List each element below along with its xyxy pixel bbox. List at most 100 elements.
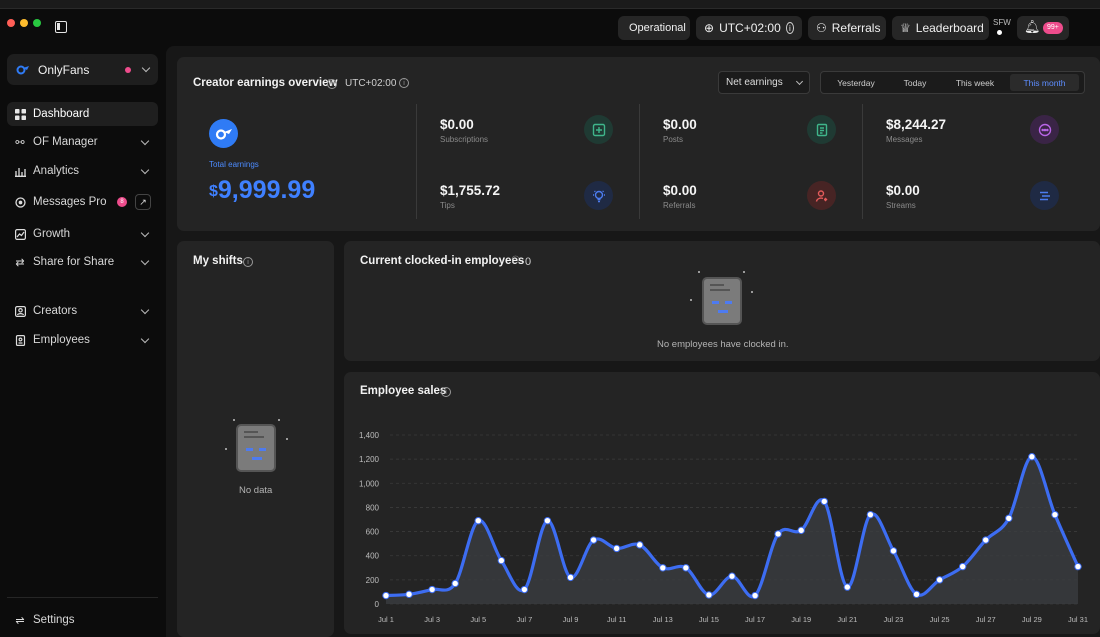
x-tick-label: Jul 21 (837, 615, 857, 624)
subscription-icon (584, 115, 613, 144)
total-earnings-label: Total earnings (209, 160, 259, 169)
sidebar-item-label: Messages Pro (33, 196, 107, 208)
trophy-icon: ♕ (900, 21, 911, 35)
minimize-window-button[interactable] (20, 19, 28, 27)
y-tick-label: 400 (366, 552, 380, 561)
data-point (428, 585, 436, 594)
sidebar-item-messages-pro[interactable]: Messages Pro 8 ↗ (7, 190, 158, 214)
data-point (982, 536, 990, 544)
share-icon: ⇄ (15, 256, 25, 269)
empty-document-icon (236, 424, 276, 472)
leaderboard-button[interactable]: ♕ Leaderboard (892, 16, 989, 40)
x-tick-label: Jul 25 (930, 615, 950, 624)
top-bar: Operational ⊕ UTC+02:00 i ⚇ Referrals ♕ … (0, 0, 1100, 46)
info-icon[interactable]: i (399, 78, 409, 88)
streams-label: Streams (886, 201, 916, 210)
data-point (474, 517, 482, 525)
divider (862, 104, 863, 219)
sidebar-item-label: OF Manager (33, 136, 98, 148)
badge-icon (14, 334, 26, 346)
users-icon: ⚇ (511, 255, 520, 266)
sidebar-item-employees[interactable]: Employees (7, 328, 158, 352)
x-tick-label: Jul 15 (699, 615, 719, 624)
select-value: Net earnings (726, 77, 783, 88)
sidebar-item-dashboard[interactable]: Dashboard (7, 102, 158, 126)
y-tick-label: 800 (366, 503, 380, 512)
data-point (728, 572, 736, 580)
divider (639, 104, 640, 219)
data-point (751, 591, 759, 600)
sidebar-toggle-icon[interactable] (55, 21, 67, 33)
employee-sales-title: Employee sales (360, 385, 447, 397)
range-this-week[interactable]: This week (955, 77, 995, 88)
data-point (382, 591, 390, 600)
status-label: Operational (629, 22, 686, 34)
sidebar-item-label: Analytics (33, 165, 80, 177)
status-badge[interactable]: Operational (618, 16, 690, 40)
sidebar-item-label: Creators (33, 305, 78, 317)
external-link-icon[interactable]: ↗ (135, 194, 151, 210)
sidebar-item-analytics[interactable]: Analytics (7, 159, 158, 183)
info-icon[interactable]: i (327, 79, 337, 89)
info-icon[interactable]: i (243, 257, 253, 267)
chevron-down-icon (141, 63, 151, 73)
data-point (520, 585, 529, 594)
sidebar-item-of-manager[interactable]: ⚯ OF Manager (7, 130, 158, 154)
posts-value: $0.00 (663, 117, 697, 132)
messages-value: $8,244.27 (886, 117, 947, 132)
sidebar-item-share-for-share[interactable]: ⇄ Share for Share (7, 250, 158, 274)
data-point (682, 564, 690, 572)
user-plus-icon: ⚇ (816, 21, 827, 35)
sidebar-item-creators[interactable]: Creators (7, 299, 158, 323)
window-edge (0, 0, 1100, 9)
range-today[interactable]: Today (903, 77, 927, 88)
sidebar-divider (7, 597, 158, 598)
chevron-down-icon (140, 136, 150, 145)
data-point (912, 590, 921, 599)
data-point (866, 510, 875, 519)
sfw-label: SFW (993, 18, 1011, 27)
chevron-down-icon (140, 334, 150, 343)
data-point (935, 576, 944, 584)
sidebar-item-settings[interactable]: ⇌ Settings (7, 608, 158, 632)
bell-icon: 🔔︎ (1024, 19, 1041, 34)
sidebar: OnlyFans Dashboard ⚯ OF Manager Analytic… (0, 46, 165, 637)
x-tick-label: Jul 19 (791, 615, 811, 624)
x-tick-label: Jul 13 (653, 615, 673, 624)
earnings-type-select[interactable]: Net earnings (718, 71, 810, 94)
sidebar-item-label: Settings (33, 614, 75, 626)
chevron-down-icon (795, 77, 804, 85)
timezone-label: UTC+02:00 (719, 21, 781, 35)
y-tick-label: 1,400 (359, 431, 380, 440)
close-window-button[interactable] (7, 19, 15, 27)
earnings-overview-title: Creator earnings overview (193, 77, 338, 89)
account-status-dot (125, 66, 131, 73)
timezone-button[interactable]: ⊕ UTC+02:00 i (696, 16, 802, 40)
posts-label: Posts (663, 135, 684, 144)
x-tick-label: Jul 29 (1022, 615, 1042, 624)
referrals-stat-label: Referrals (663, 201, 696, 210)
bar-chart-icon (14, 165, 26, 177)
maximize-window-button[interactable] (33, 19, 41, 27)
data-point (774, 530, 782, 538)
referrals-value: $0.00 (663, 183, 697, 198)
clocked-in-count: 0 (525, 256, 532, 268)
sfw-toggle[interactable] (997, 30, 1002, 35)
data-point (612, 544, 621, 553)
data-point (451, 579, 459, 588)
notifications-button[interactable]: 🔔︎ 99+ (1017, 16, 1069, 40)
account-switcher[interactable]: OnlyFans (7, 54, 158, 85)
no-data-text: No data (239, 485, 273, 496)
data-point (405, 590, 413, 599)
range-yesterday[interactable]: Yesterday (837, 77, 875, 88)
x-tick-label: Jul 17 (745, 615, 765, 624)
referrals-button[interactable]: ⚇ Referrals (808, 16, 886, 40)
info-icon[interactable]: i (441, 387, 451, 397)
x-tick-label: Jul 11 (607, 615, 626, 624)
range-this-month[interactable]: This month (1010, 74, 1079, 91)
grid-icon (14, 108, 26, 120)
sidebar-item-growth[interactable]: Growth (7, 222, 158, 246)
chat-icon (1030, 115, 1059, 144)
data-point (1074, 562, 1082, 571)
link-icon: ⚯ (15, 136, 25, 149)
